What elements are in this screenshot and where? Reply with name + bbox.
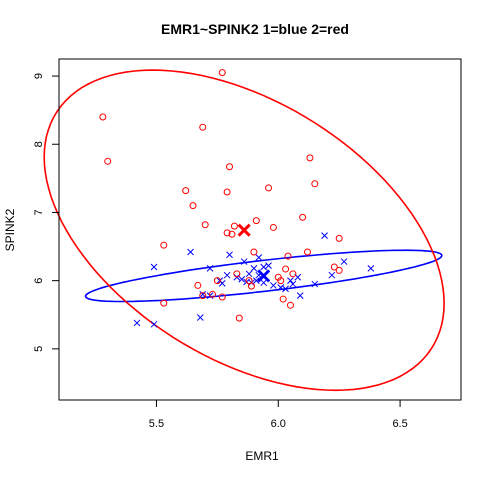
point-group-1 [196,314,204,321]
y-tick-label: 5 [33,346,45,352]
point-group-1 [252,277,260,285]
point-group-1 [289,280,297,288]
point-group-2 [250,248,258,256]
point-group-2 [289,270,297,278]
point-group-1 [238,275,246,283]
point-group-2 [199,292,207,300]
point-group-1 [367,265,375,272]
point-group-1 [223,271,231,279]
centroids [237,223,271,283]
y-tick-label: 9 [33,73,45,79]
point-group-1 [226,251,233,259]
point-group-2 [247,282,255,290]
ellipse-group-2 [43,69,445,392]
point-group-2 [304,248,312,256]
point-group-2 [228,230,236,238]
point-group-1 [287,277,294,285]
point-group-2 [299,213,307,221]
point-group-2 [269,223,277,231]
point-group-1 [311,280,319,288]
point-group-2 [230,222,238,230]
point-group-1 [133,319,141,327]
point-group-2 [335,234,343,242]
chart-title: EMR1~SPINK2 1=blue 2=red [161,21,349,37]
point-group-1 [240,258,248,265]
point-group-2 [201,221,209,229]
plot-frame [58,58,462,401]
point-group-1 [277,284,285,291]
point-group-2 [213,277,221,285]
y-axis-label: SPINK2 [3,208,17,251]
point-group-2 [279,295,287,303]
point-group-1 [260,279,268,287]
point-group-2 [194,281,202,289]
x-tick-label: 6.0 [271,418,286,430]
centroid-group-1 [257,269,271,283]
y-tick-label: 6 [33,278,45,284]
point-group-2 [226,163,234,171]
point-group-1 [199,290,207,298]
ellipses [43,69,445,392]
point-group-1 [187,248,194,256]
data-points [99,69,375,328]
centroid-group-2 [237,223,251,237]
point-group-2 [218,293,226,301]
y-tick-label: 8 [33,141,45,147]
point-group-2 [160,299,168,307]
point-group-1 [255,254,263,261]
y-tick-label: 7 [33,209,45,215]
point-group-1 [150,263,158,271]
point-group-1 [245,270,253,278]
x-tick-label: 6.5 [392,418,407,430]
point-group-2 [189,202,197,210]
point-group-2 [311,180,319,188]
point-group-2 [265,184,273,192]
point-group-1 [265,262,272,269]
point-group-1 [296,292,304,300]
point-group-2 [99,113,107,121]
point-group-1 [340,258,348,265]
point-group-2 [233,270,241,278]
point-group-1 [321,232,328,239]
point-group-1 [150,320,158,328]
point-group-1 [282,285,289,293]
x-axis: 5.5 6.0 6.5 [149,399,408,430]
point-group-2 [282,265,290,273]
x-tick-label: 5.5 [149,418,164,430]
point-group-2 [330,263,338,271]
point-group-2 [104,157,112,165]
point-group-2 [199,123,207,131]
point-group-2 [306,154,314,162]
point-group-1 [328,271,336,279]
ellipse-group-1 [84,249,443,303]
point-group-2 [235,314,243,322]
point-group-1 [206,265,214,272]
point-group-2 [223,229,231,237]
point-group-2 [252,217,260,225]
point-group-1 [270,282,277,289]
point-group-1 [250,265,258,272]
point-group-2 [286,301,294,309]
point-group-2 [284,252,292,260]
point-group-2 [223,188,231,196]
point-group-2 [208,290,216,298]
point-group-1 [260,263,268,271]
y-axis: 5 6 7 8 9 [33,73,60,352]
point-group-2 [182,187,190,195]
point-group-2 [277,277,285,285]
point-group-2 [160,241,168,249]
point-group-2 [218,69,226,77]
x-axis-label: EMR1 [245,449,279,463]
point-group-2 [335,266,343,274]
